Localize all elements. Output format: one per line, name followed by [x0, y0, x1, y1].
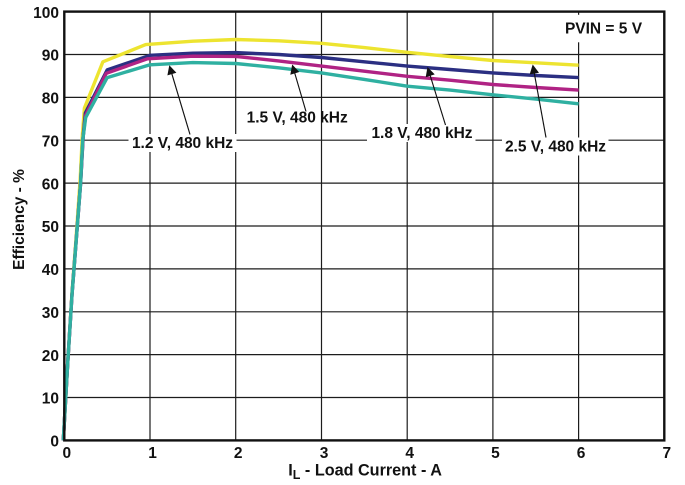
- svg-text:Efficiency - %: Efficiency - %: [11, 169, 28, 270]
- svg-text:80: 80: [42, 91, 59, 108]
- svg-text:10: 10: [42, 391, 59, 408]
- svg-text:1.2 V, 480 kHz: 1.2 V, 480 kHz: [132, 135, 233, 152]
- svg-text:7: 7: [662, 445, 671, 462]
- svg-text:2: 2: [234, 445, 243, 462]
- svg-text:90: 90: [42, 48, 59, 65]
- svg-text:20: 20: [42, 348, 59, 365]
- svg-text:1: 1: [148, 445, 157, 462]
- svg-text:100: 100: [33, 5, 59, 22]
- svg-text:4: 4: [405, 445, 414, 462]
- svg-text:2.5 V, 480 kHz: 2.5 V, 480 kHz: [505, 139, 606, 156]
- svg-text:6: 6: [577, 445, 586, 462]
- svg-text:5: 5: [491, 445, 500, 462]
- svg-text:60: 60: [42, 176, 59, 193]
- svg-text:70: 70: [42, 133, 59, 150]
- svg-text:40: 40: [42, 262, 59, 279]
- svg-text:50: 50: [42, 219, 59, 236]
- svg-text:PVIN = 5 V: PVIN = 5 V: [565, 20, 643, 37]
- svg-text:1.8 V, 480 kHz: 1.8 V, 480 kHz: [371, 125, 472, 142]
- svg-text:30: 30: [42, 305, 59, 322]
- svg-text:1.5 V, 480 kHz: 1.5 V, 480 kHz: [247, 110, 348, 127]
- svg-text:0: 0: [50, 434, 59, 451]
- svg-text:0: 0: [62, 445, 71, 462]
- svg-text:3: 3: [320, 445, 329, 462]
- svg-text:IL - Load Current - A: IL - Load Current - A: [288, 461, 442, 482]
